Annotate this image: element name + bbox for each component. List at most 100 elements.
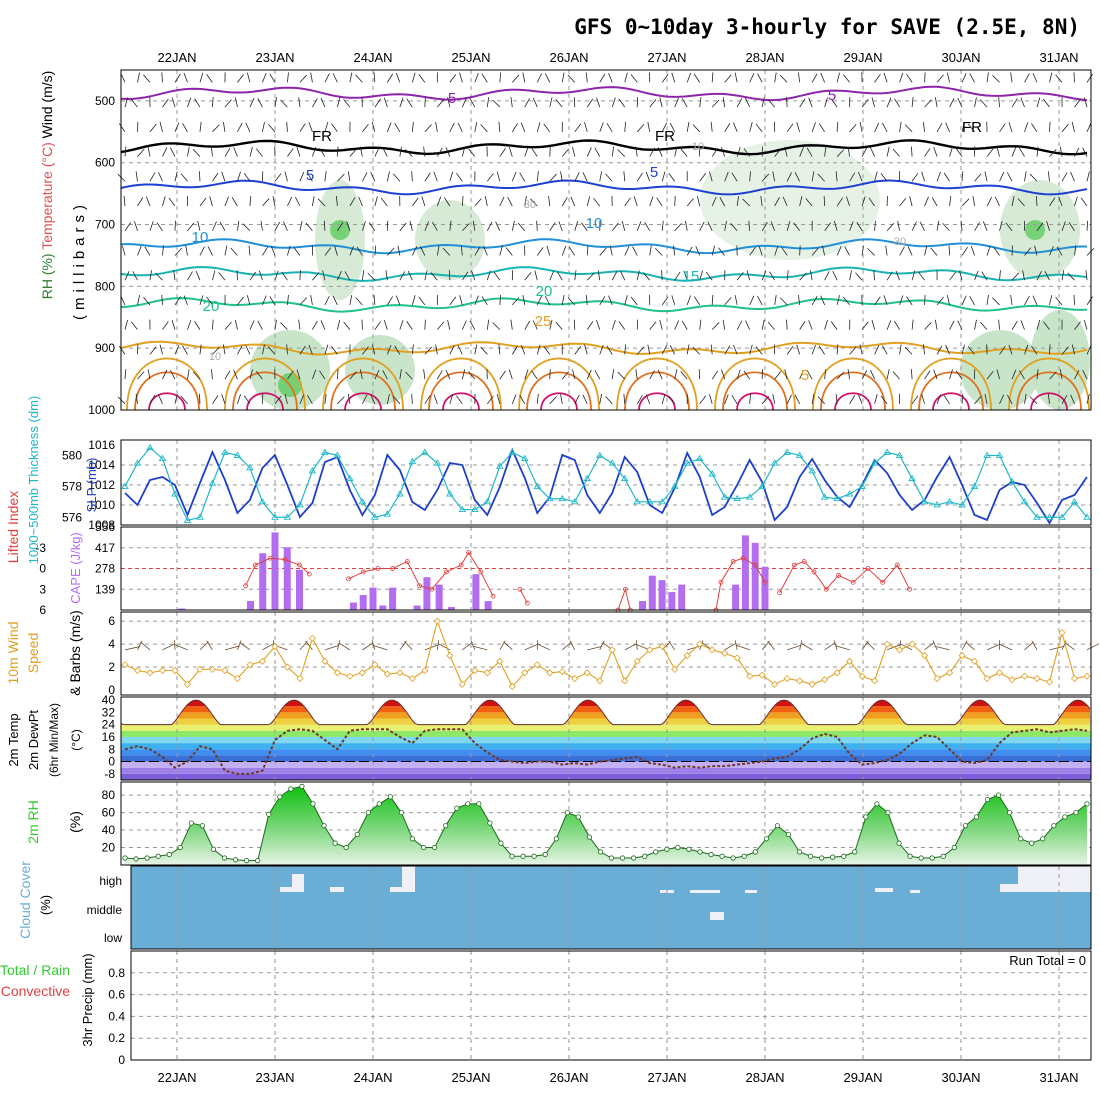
wind-barb <box>224 196 229 207</box>
wind-barb <box>786 97 788 108</box>
axis-label: Speed <box>25 633 41 673</box>
thickness-point <box>158 454 167 461</box>
axis-label: RH (%) Temperature (°C) Wind (m/s) <box>39 71 55 300</box>
wind-barb <box>874 296 881 306</box>
wind-barb <box>1049 148 1057 157</box>
rh-point <box>973 814 980 820</box>
dewpoint-line <box>124 728 1088 775</box>
wind-barb <box>421 196 426 207</box>
rh-point <box>885 809 891 816</box>
wind-barb <box>419 246 426 256</box>
wind-barb <box>406 98 413 108</box>
wind-point <box>858 672 866 680</box>
isotherm-loop <box>420 357 502 411</box>
wind-barb <box>861 147 868 157</box>
wind-barb <box>874 345 880 355</box>
isotherm-loop <box>736 392 774 411</box>
wind-point <box>321 657 329 665</box>
wind-tick: 0 <box>108 683 115 697</box>
wind-barb <box>517 222 526 231</box>
surface-barb <box>999 643 1013 651</box>
thickness-point <box>945 497 954 505</box>
wind-barb <box>299 123 306 133</box>
surface-barb <box>932 640 938 651</box>
wind-barb <box>811 393 815 404</box>
wind-barb <box>998 319 1000 330</box>
wind-barb <box>749 122 753 132</box>
wind-barb <box>948 245 950 256</box>
wind-barb <box>456 172 463 182</box>
wind-point <box>183 680 192 688</box>
wind-barb <box>395 295 401 306</box>
wind-barb <box>986 245 991 256</box>
wind-barb <box>986 72 989 83</box>
wind-barb <box>731 395 738 405</box>
rh-line <box>124 785 1088 862</box>
wind-barb <box>636 221 642 231</box>
wind-point <box>121 661 129 669</box>
wind-barb <box>859 121 863 132</box>
wind-barb <box>286 344 288 355</box>
wind-barb <box>524 196 527 207</box>
wind-barb <box>961 344 965 355</box>
wind-barb <box>698 369 701 380</box>
wind-barb <box>322 270 326 281</box>
li-tick: 6 <box>39 603 46 617</box>
li-point <box>823 586 829 592</box>
date-label: 26JAN <box>549 1070 588 1085</box>
wind-barb <box>755 123 763 133</box>
li-point <box>243 583 249 589</box>
thickness-point <box>383 510 392 517</box>
isotherm-loop <box>344 392 382 411</box>
wind-barb <box>945 122 950 132</box>
wind-barb <box>1085 270 1088 281</box>
wind-point <box>1020 672 1029 680</box>
wind-barb <box>498 121 501 132</box>
wind-barb <box>1020 320 1025 330</box>
cape-bar <box>389 587 397 610</box>
clear-sky-block <box>875 888 893 892</box>
wind-barbs-upper <box>117 72 1095 405</box>
wind-barb <box>182 345 188 355</box>
wind-barb <box>1070 394 1075 404</box>
surface-barb <box>924 641 935 651</box>
wind-barb <box>699 270 704 281</box>
surface-barb <box>239 642 251 651</box>
wind-barb <box>436 370 443 380</box>
wind-point <box>671 665 679 673</box>
wind-barb <box>380 197 388 207</box>
wind-barb <box>460 245 463 256</box>
wind-barb <box>149 221 154 231</box>
cape-bar <box>283 547 291 610</box>
wind-barb <box>608 72 613 83</box>
li-point <box>252 562 258 568</box>
wind-barb <box>1006 172 1013 182</box>
thickness-point <box>1008 477 1016 485</box>
wind-barb <box>870 147 875 157</box>
li-point <box>865 566 871 571</box>
wind-barb <box>636 124 645 133</box>
wind-barb <box>949 369 953 380</box>
wind-barb <box>574 221 579 231</box>
li-line <box>519 589 528 604</box>
surface-barb <box>537 643 550 651</box>
rh-point <box>420 844 427 851</box>
slp-tick: 1010 <box>88 498 115 512</box>
wind-barb <box>243 395 251 405</box>
wind-barb <box>162 196 166 207</box>
wind-barb <box>724 171 729 182</box>
wind-point <box>958 652 966 660</box>
rh-point <box>232 857 239 863</box>
wind-barb <box>555 99 563 108</box>
wind-barb <box>1031 345 1038 355</box>
wind-barb <box>709 171 713 182</box>
wind-barb <box>270 245 276 256</box>
wind-barb <box>711 370 719 380</box>
wind-barb <box>522 295 526 305</box>
wind-barb <box>820 73 826 83</box>
wind-barb <box>544 295 551 306</box>
wind-barb <box>886 369 890 380</box>
wind-barb <box>1049 197 1056 207</box>
